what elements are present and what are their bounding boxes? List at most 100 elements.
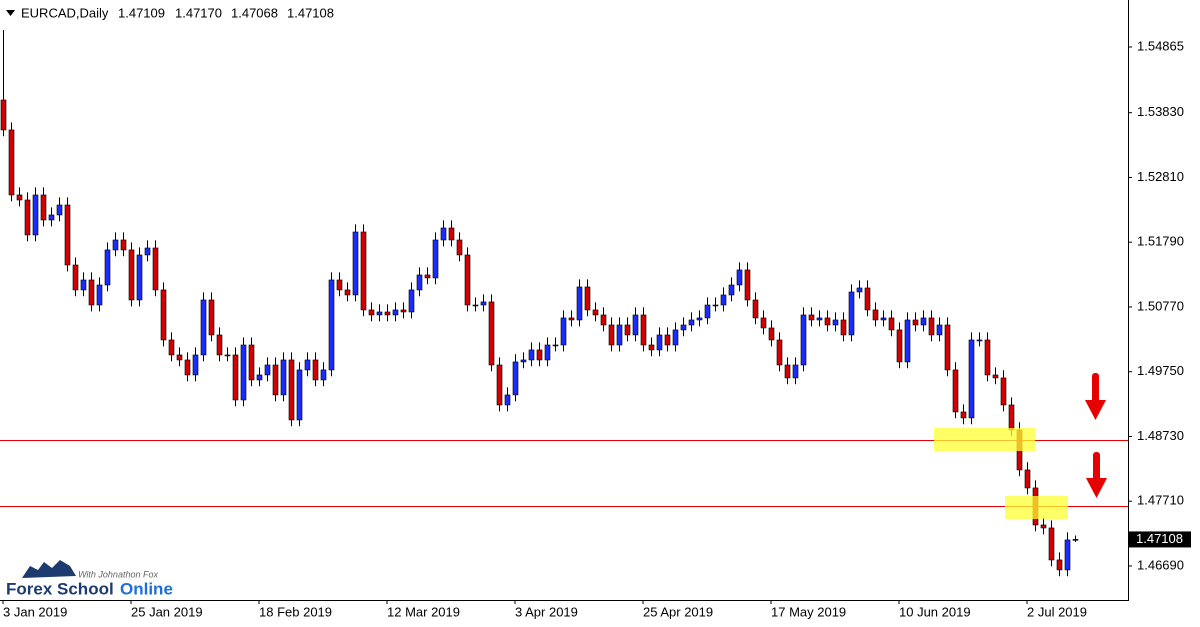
candle-body <box>1000 377 1007 406</box>
candle-body <box>912 319 919 326</box>
menu-triangle[interactable] <box>6 10 15 16</box>
candle-body <box>640 314 647 346</box>
candle-body <box>488 301 495 366</box>
candle-body <box>840 319 847 336</box>
candle-body <box>600 314 607 326</box>
candle-body <box>432 239 439 279</box>
candle-body <box>288 359 295 421</box>
y-tick-label: 1.51790 <box>1137 234 1184 249</box>
x-tick-label: 2 Jul 2019 <box>1027 604 1087 619</box>
candle-body <box>896 329 903 363</box>
candle-body <box>1040 524 1047 529</box>
candle-body <box>808 314 815 321</box>
candle-body <box>632 314 639 336</box>
y-tick-label: 1.47710 <box>1137 493 1184 508</box>
candle-body <box>960 411 967 419</box>
candle-body <box>920 317 927 326</box>
candle-body <box>1008 404 1015 431</box>
candle-body <box>856 287 863 293</box>
candle-body <box>392 309 399 316</box>
candle-body <box>0 99 7 131</box>
candle-body <box>464 254 471 306</box>
ohlc-high: 1.47170 <box>175 5 222 20</box>
y-tick-label: 1.49750 <box>1137 363 1184 378</box>
candle-body <box>944 324 951 371</box>
candle-body <box>472 304 479 307</box>
ohlc-open: 1.47109 <box>118 5 165 20</box>
candle-body <box>576 286 583 321</box>
candle-body <box>320 369 327 381</box>
candle-body <box>16 194 23 201</box>
candle-body <box>584 286 591 311</box>
candle-body <box>800 314 807 366</box>
candle-body <box>264 364 271 376</box>
candle-body <box>24 199 31 236</box>
candle-body <box>232 354 239 401</box>
y-tick-label: 1.52810 <box>1137 169 1184 184</box>
candle-body <box>664 334 671 346</box>
candle-body <box>752 299 759 319</box>
candle-body <box>624 324 631 336</box>
candle-body <box>832 319 839 326</box>
y-tick-label: 1.48730 <box>1137 428 1184 443</box>
candle-body <box>96 284 103 306</box>
candle-body <box>400 309 407 313</box>
candle-body <box>968 339 975 419</box>
x-tick-label: 3 Jan 2019 <box>3 604 67 619</box>
candle-body <box>872 309 879 321</box>
candle-body <box>1064 539 1071 571</box>
arrow <box>1086 452 1107 498</box>
x-tick-label: 3 Apr 2019 <box>515 604 578 619</box>
candle-body <box>64 204 71 266</box>
candle-body <box>712 304 719 307</box>
logo: With Johnathon Fox Forex School Online <box>6 560 173 598</box>
candle-body <box>888 317 895 331</box>
candle-body <box>80 279 87 291</box>
candle-body <box>408 289 415 313</box>
candle-body <box>1072 539 1079 541</box>
x-tick-label: 25 Apr 2019 <box>643 604 713 619</box>
candle-body <box>200 299 207 356</box>
candle-body <box>504 394 511 406</box>
candle-body <box>248 344 255 381</box>
arrow <box>1085 373 1106 420</box>
candle-body <box>440 227 447 241</box>
candle-body <box>728 284 735 296</box>
candle-body <box>720 294 727 306</box>
candle-body <box>936 324 943 336</box>
candle-body <box>1024 469 1031 489</box>
candle-body <box>776 339 783 366</box>
candle-body <box>104 249 111 286</box>
last-price-label: 1.47108 <box>1136 531 1183 546</box>
candle-body <box>1048 527 1055 561</box>
candle-body <box>240 344 247 401</box>
candle-body <box>560 317 567 346</box>
candle-body <box>384 311 391 316</box>
plot-area <box>0 29 1128 577</box>
candle-body <box>520 359 527 363</box>
candle-body <box>552 344 559 347</box>
candle-body <box>208 299 215 336</box>
candle-body <box>336 279 343 291</box>
x-tick-label: 12 Mar 2019 <box>387 604 460 619</box>
candle-body <box>592 309 599 316</box>
candle-body <box>328 279 335 371</box>
candle-body <box>304 359 311 371</box>
logo-brand: Online <box>120 579 173 598</box>
candle-body <box>40 194 47 221</box>
candle-body <box>672 329 679 346</box>
logo-brand: Forex School <box>6 579 114 598</box>
candle-body <box>864 287 871 311</box>
x-tick-label: 18 Feb 2019 <box>259 604 332 619</box>
candle-body <box>192 354 199 376</box>
candle-body <box>312 359 319 381</box>
candle-body <box>456 239 463 256</box>
candle-body <box>544 344 551 361</box>
candle-body <box>512 361 519 396</box>
candle-body <box>536 349 543 361</box>
candle-body <box>736 269 743 286</box>
ohlc-close: 1.47108 <box>287 5 334 20</box>
candle-body <box>48 214 55 221</box>
candle-body <box>112 239 119 251</box>
